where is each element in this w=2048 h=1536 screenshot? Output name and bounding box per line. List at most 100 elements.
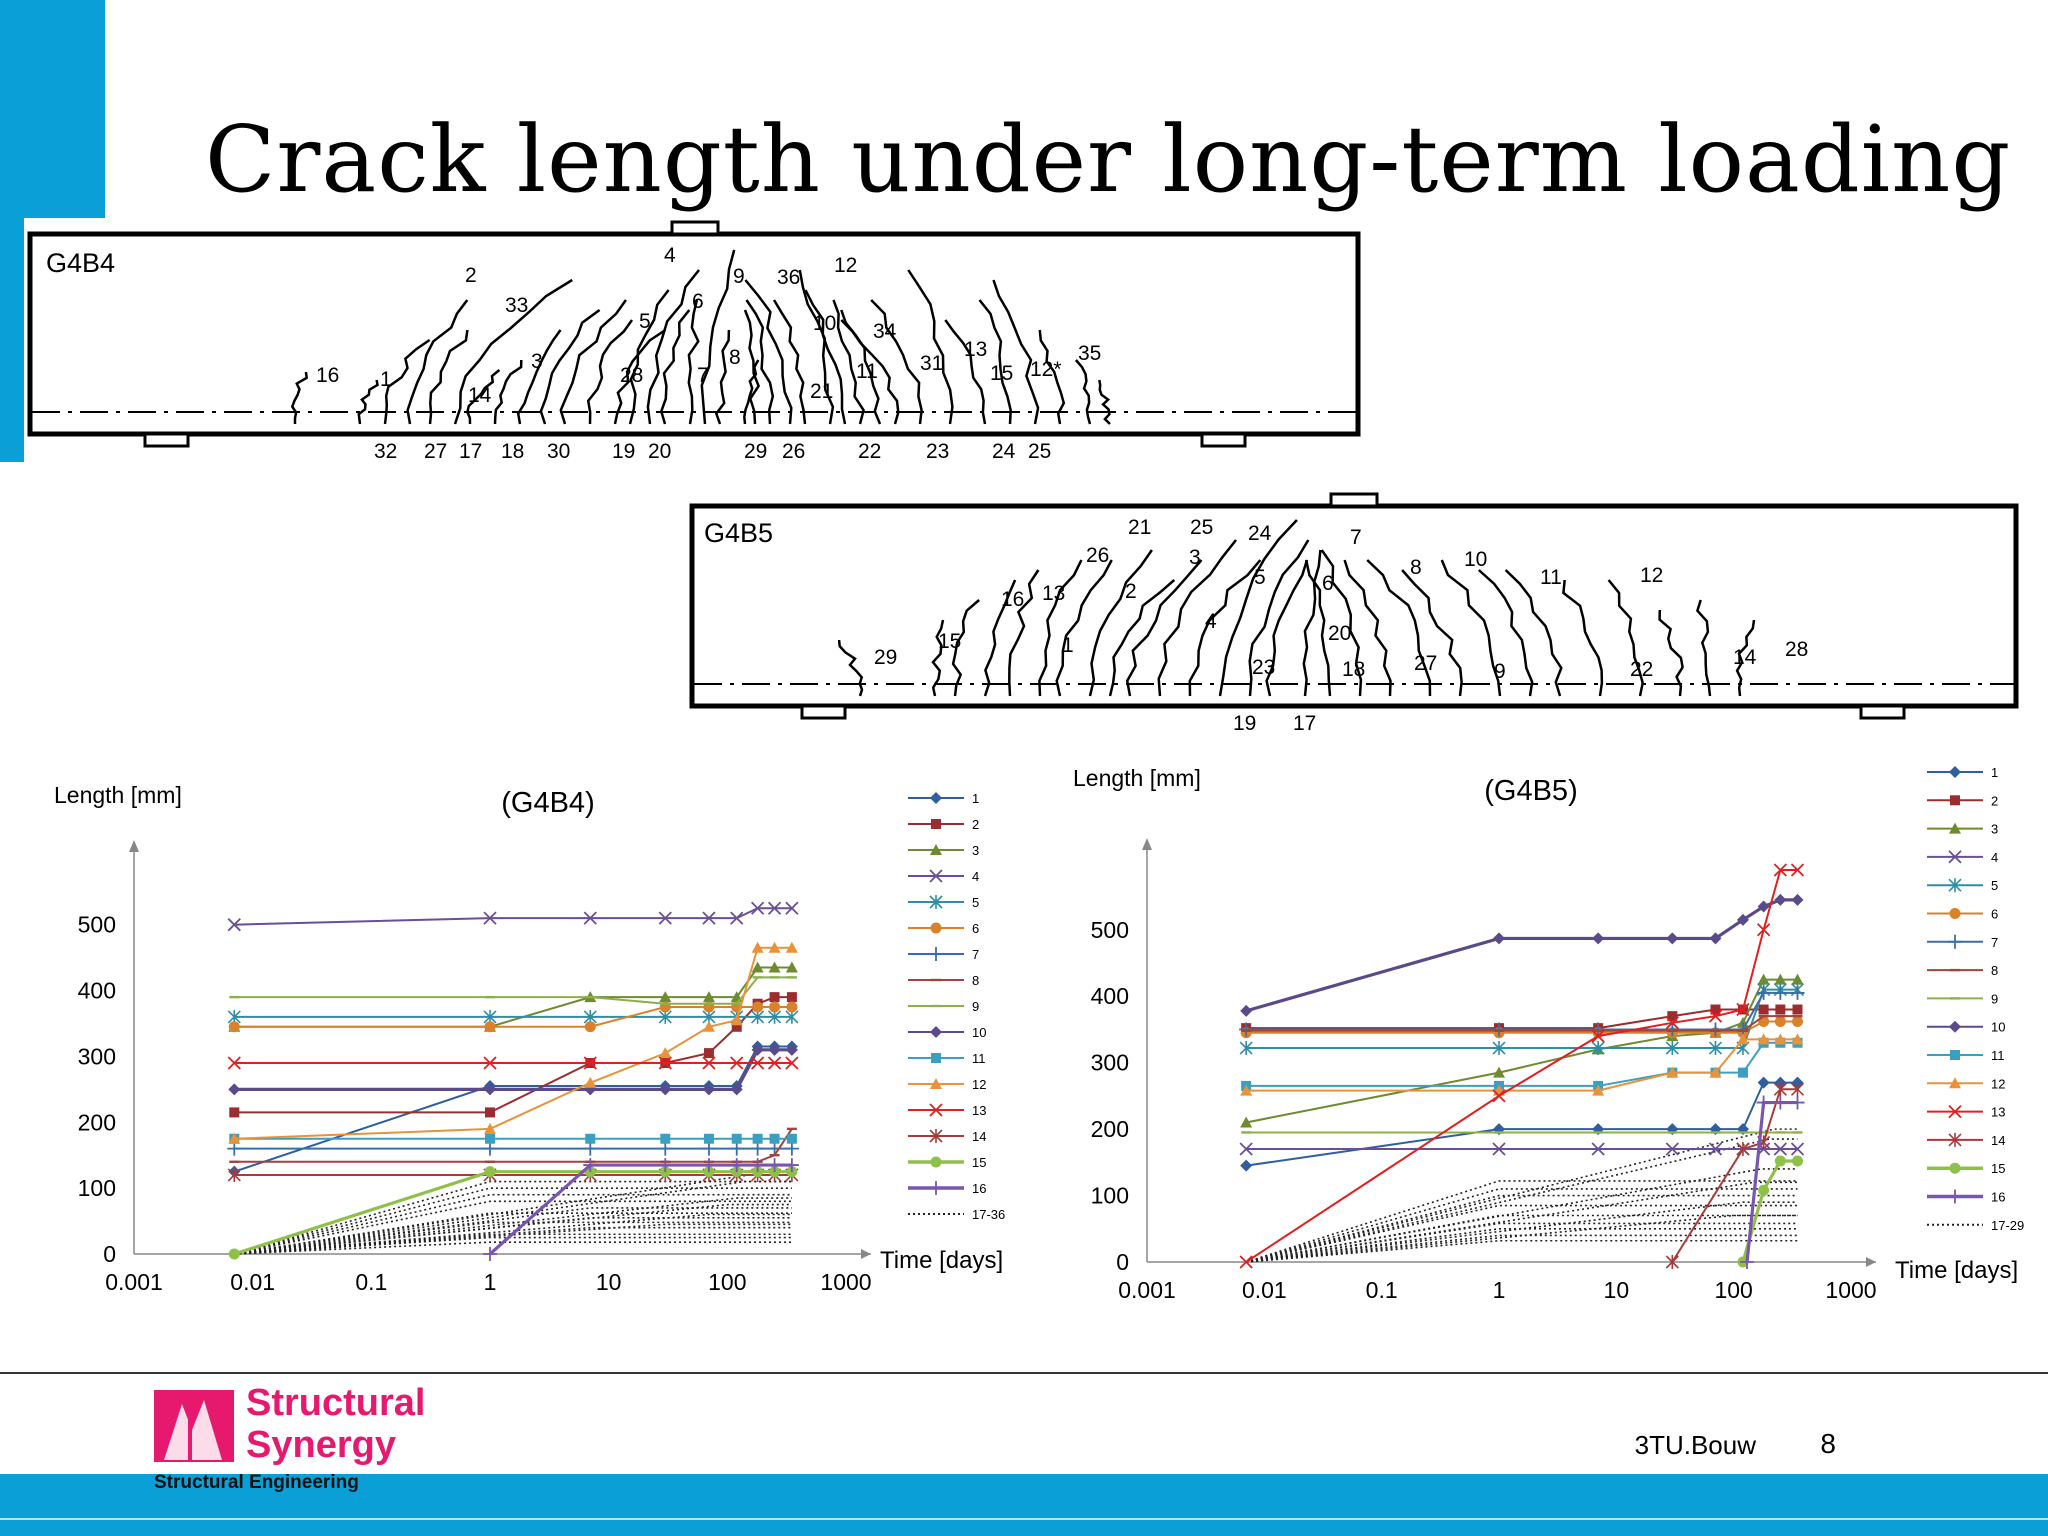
crack-label: 11 <box>1540 566 1562 589</box>
data-point <box>1758 1015 1770 1027</box>
crack-line <box>1401 569 1463 697</box>
data-point <box>1948 1189 1962 1204</box>
data-point <box>929 1103 943 1117</box>
crack-label: 2 <box>465 264 477 287</box>
data-point <box>785 941 798 953</box>
y-tick-label: 200 <box>78 1109 116 1135</box>
crack-label: 2 <box>1125 580 1137 603</box>
data-point <box>1708 1022 1723 1037</box>
data-point <box>1949 822 1961 834</box>
crack-line <box>1108 579 1176 697</box>
logo-mark-icon <box>154 1390 234 1462</box>
x-axis-arrow-icon <box>1866 1257 1876 1267</box>
crack-label: 9 <box>733 265 745 288</box>
crack-line <box>744 279 793 425</box>
data-point <box>752 1001 764 1013</box>
crack-label: 12 <box>834 254 857 277</box>
data-point <box>1240 1084 1253 1096</box>
data-point <box>1239 1041 1253 1056</box>
logo-line2: Synergy <box>246 1424 396 1466</box>
data-point <box>1709 1066 1722 1078</box>
crack-line <box>357 379 379 425</box>
crack-label: 9 <box>1494 660 1506 683</box>
footer-band <box>0 1474 2048 1536</box>
legend-item: 9 <box>1927 991 1998 1006</box>
crack-line <box>743 309 760 425</box>
page-number: 8 <box>1820 1428 1836 1459</box>
crack-label: 6 <box>692 290 704 313</box>
dotted-crack-line <box>234 1241 792 1255</box>
x-tick-label: 0.1 <box>355 1269 387 1295</box>
legend-item: 7 <box>1927 935 1998 950</box>
data-point <box>930 1078 942 1089</box>
x-axis-label: Time [days] <box>1895 1257 2018 1284</box>
data-point <box>658 1141 673 1156</box>
crack-line <box>493 359 523 425</box>
crack-line <box>1125 559 1203 697</box>
crack-label: 15 <box>990 362 1013 385</box>
series-9 <box>229 976 797 1005</box>
crack-label: 32 <box>374 440 397 463</box>
accent-bar-side <box>0 218 24 462</box>
crack-label: 18 <box>501 440 524 463</box>
chart-title: (G4B5) <box>1484 775 1577 807</box>
data-point <box>484 1083 496 1096</box>
data-point <box>659 1047 672 1059</box>
data-point <box>1774 1033 1787 1045</box>
legend-item: 12 <box>1927 1076 2005 1091</box>
legend-label: 14 <box>1991 1133 2005 1148</box>
crack-line <box>428 329 469 425</box>
legend-item: 5 <box>908 895 979 910</box>
dotted-crack-line <box>234 1223 792 1255</box>
crack-label: 10 <box>1464 548 1487 571</box>
data-point <box>786 992 797 1003</box>
legend-label: 2 <box>1991 793 1998 808</box>
series-line <box>1246 988 1798 1050</box>
data-point <box>583 1158 598 1173</box>
data-point <box>750 901 765 915</box>
series-line <box>1245 869 1798 1263</box>
data-point <box>227 1167 241 1182</box>
data-point <box>1666 932 1679 945</box>
crack-label: 12 <box>1640 564 1663 587</box>
data-point <box>483 1056 497 1070</box>
dotted-crack-line <box>1245 1128 1798 1263</box>
crack-line <box>687 299 700 425</box>
crack-label: 35 <box>1078 342 1101 365</box>
legend-item: 13 <box>908 1103 986 1118</box>
y-axis-arrow-icon <box>1142 838 1152 850</box>
data-point <box>768 941 781 953</box>
crack-label: 25 <box>1190 516 1213 539</box>
data-point <box>1948 934 1962 949</box>
data-point <box>730 1014 743 1026</box>
crack-line <box>659 309 691 425</box>
data-point <box>767 1158 782 1173</box>
data-point <box>228 1083 241 1096</box>
data-point <box>1790 1142 1805 1156</box>
data-point <box>659 1083 672 1096</box>
legend-label: 12 <box>1991 1076 2005 1091</box>
crack-line <box>1098 379 1111 425</box>
crack-line <box>290 371 309 424</box>
data-point <box>1736 1142 1750 1157</box>
legend-item: 12 <box>908 1077 986 1092</box>
data-point <box>701 1158 716 1173</box>
y-tick-label: 300 <box>78 1043 116 1069</box>
y-tick-label: 400 <box>78 978 116 1004</box>
crack-label: 17 <box>1293 712 1316 735</box>
legend-label: 5 <box>972 895 979 910</box>
data-point <box>929 1181 943 1195</box>
crack-label: 23 <box>1252 656 1275 679</box>
legend-item: 6 <box>908 921 979 936</box>
crack-label: 8 <box>729 346 741 369</box>
data-point <box>1757 900 1770 913</box>
data-point <box>1591 1029 1605 1043</box>
data-point <box>1240 1004 1253 1017</box>
data-point <box>658 911 672 925</box>
logo-subtitle: Structural Engineering <box>154 1472 359 1493</box>
data-point <box>1708 1041 1723 1056</box>
data-point <box>1773 985 1788 1000</box>
data-point <box>658 1056 672 1070</box>
crack-label: 33 <box>505 294 528 317</box>
